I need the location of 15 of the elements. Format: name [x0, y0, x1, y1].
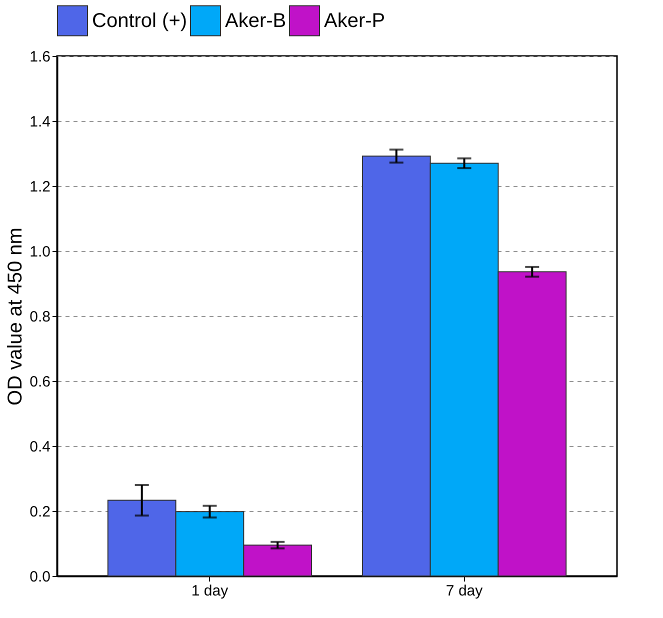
y-tick-label: 1.0	[30, 244, 50, 260]
legend-label: Control (+)	[92, 10, 188, 32]
x-tick-label: 7 day	[446, 582, 484, 600]
legend-label: Aker-B	[225, 10, 286, 32]
x-tick-label: 1 day	[191, 582, 229, 600]
y-tick-label: 1.6	[30, 48, 50, 66]
y-tick-label: 0.0	[30, 568, 50, 586]
y-tick-label: 0.6	[30, 374, 50, 390]
y-axis-title: OD value at 450 nm	[4, 228, 27, 406]
y-tick-label: 0.2	[30, 504, 50, 520]
y-tick-label: 0.8	[30, 308, 50, 326]
y-tick-label: 1.2	[30, 178, 50, 196]
y-tick-label: 1.4	[30, 114, 50, 130]
y-tick-label: 0.4	[30, 438, 50, 456]
legend-label: Aker-P	[324, 10, 386, 32]
